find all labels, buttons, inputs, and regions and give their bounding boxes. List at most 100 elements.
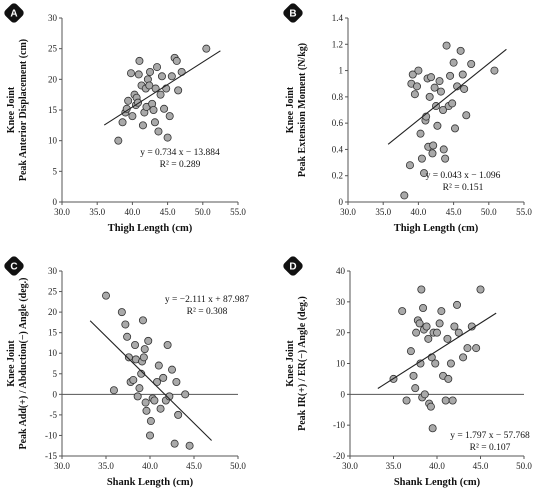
data-point [144, 336, 153, 345]
data-point [131, 340, 140, 349]
data-point [467, 60, 476, 69]
data-point [460, 84, 469, 93]
data-point [472, 344, 481, 353]
x-tick-label: 50.0 [481, 207, 497, 217]
data-point [443, 334, 452, 343]
data-point [427, 73, 436, 82]
y-tick-label: 0 [339, 197, 344, 207]
panel-c: -15 -10 -5 0 5 10 15 20 25 30 30.0 35.0 40.0 45.0 50.0… [4, 256, 249, 488]
panel-letter: B [289, 9, 296, 20]
y-tick-label: 15 [48, 328, 58, 338]
data-point [424, 334, 433, 343]
data-point [128, 112, 137, 121]
data-point [157, 72, 166, 81]
x-tick-label: 40.0 [125, 207, 141, 217]
data-point [150, 118, 159, 127]
data-point [400, 191, 409, 200]
data-point [451, 124, 460, 133]
data-point [453, 300, 462, 309]
r-squared: R² = 0.107 [470, 443, 511, 453]
y-tick-label: -20 [333, 451, 345, 461]
x-tick-label: 55.0 [230, 207, 246, 217]
data-point [420, 169, 429, 178]
data-point [154, 127, 163, 136]
data-point [417, 285, 426, 294]
data-point [117, 308, 126, 317]
panel-badge-icon [4, 256, 24, 276]
data-point [412, 82, 421, 91]
y-tick-label: 25 [48, 287, 58, 297]
y-axis-label: Knee JointPeak Anterior Displacement (cm… [6, 39, 29, 181]
y-tick-label: 10 [48, 136, 58, 146]
x-tick-label: 40.0 [142, 461, 158, 471]
x-tick-label: 30.0 [54, 207, 70, 217]
data-point [419, 303, 428, 312]
x-tick-label: 50.0 [195, 207, 211, 217]
trend-line [89, 320, 212, 441]
data-point [137, 369, 146, 378]
data-point [448, 99, 457, 108]
data-point [149, 106, 158, 115]
data-point [145, 431, 154, 440]
data-point [135, 384, 144, 393]
y-tick-label: 30 [48, 13, 58, 23]
data-point [154, 361, 163, 370]
data-point [435, 319, 444, 328]
y-tick-label: -5 [50, 410, 58, 420]
data-point [163, 340, 172, 349]
data-point [437, 307, 446, 316]
x-tick-label: 45.0 [186, 461, 202, 471]
data-point [124, 353, 133, 362]
panel-letter: A [10, 9, 17, 20]
x-tick-label: 30.0 [340, 207, 356, 217]
data-point [441, 396, 450, 405]
data-point [425, 92, 434, 101]
y-tick-label: 0 [53, 197, 58, 207]
panel-badge-icon [283, 256, 303, 276]
data-point [153, 63, 162, 72]
x-axis-label: Shank Length (cm) [107, 477, 194, 488]
data-point [109, 386, 118, 395]
data-point [185, 441, 194, 450]
trend-line [377, 312, 497, 389]
data-point [160, 104, 169, 113]
y-tick-label: 5 [53, 369, 58, 379]
y-axis-label: Knee JointPeak Add(+) / Abduction(−) Ang… [6, 278, 29, 450]
y-tick-label: 0.2 [332, 171, 343, 181]
x-tick-label: 45.0 [446, 207, 462, 217]
data-point [458, 70, 467, 79]
y-tick-label: 20 [48, 74, 58, 84]
x-tick-label: 45.0 [160, 207, 176, 217]
x-tick-label: 50.0 [516, 461, 532, 471]
data-point [133, 392, 142, 401]
data-point [409, 371, 418, 380]
data-point [167, 365, 176, 374]
data-point [428, 149, 437, 158]
data-point [146, 417, 155, 426]
x-axis-label: Thigh Length (cm) [108, 223, 193, 234]
data-point [181, 390, 190, 399]
panel-letter: D [289, 262, 296, 273]
data-point [174, 86, 183, 95]
y-tick-label: 0.6 [332, 118, 344, 128]
x-tick-label: 40.0 [429, 461, 445, 471]
data-point [141, 398, 150, 407]
data-point [439, 145, 448, 154]
data-point [431, 359, 440, 368]
trend-line [387, 48, 507, 145]
data-point [435, 77, 444, 86]
y-tick-label: 30 [336, 297, 346, 307]
data-point [406, 347, 415, 356]
data-point [420, 390, 429, 399]
data-point [145, 67, 154, 76]
y-tick-label: 0 [341, 389, 346, 399]
data-point [410, 90, 419, 99]
y-tick-label: 40 [336, 266, 346, 276]
y-tick-label: 1.4 [332, 13, 344, 23]
data-point [429, 141, 438, 150]
regression-equation: y = 0.734 x − 13.884 [140, 148, 220, 158]
data-point [172, 56, 181, 65]
data-point [123, 332, 132, 341]
x-tick-label: 35.0 [89, 207, 105, 217]
data-point [167, 72, 176, 81]
